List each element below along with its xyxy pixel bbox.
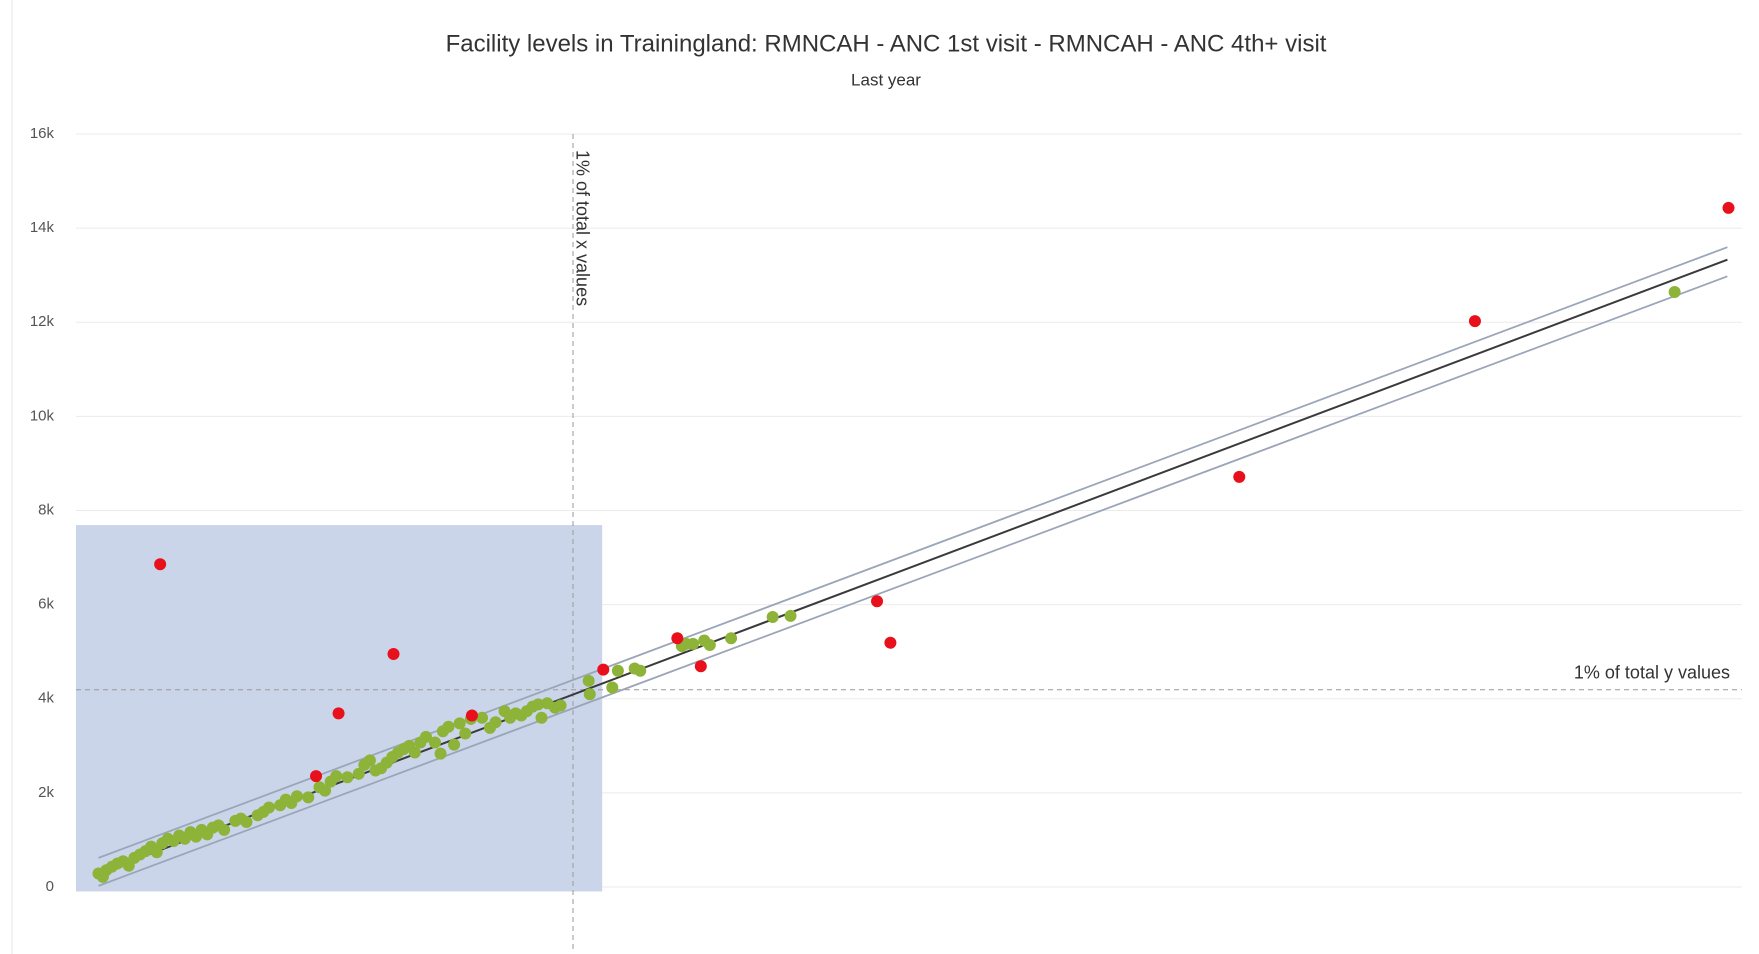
y-tick-label: 6k (38, 596, 54, 613)
data-point (597, 663, 610, 676)
data-point (535, 711, 548, 724)
data-point (606, 681, 619, 694)
points-layer (92, 201, 1735, 883)
data-point (240, 816, 253, 829)
data-point (262, 801, 275, 814)
data-point (448, 738, 461, 751)
data-point (687, 637, 700, 650)
data-point (459, 727, 472, 740)
data-point (694, 660, 707, 673)
data-point (766, 610, 779, 623)
data-point (1668, 285, 1681, 298)
reference-label: 1% of total x values (572, 150, 592, 306)
data-point (784, 609, 797, 622)
data-point (352, 767, 365, 780)
y-tick-label: 12k (30, 313, 55, 330)
y-tick-label: 8k (38, 501, 54, 518)
y-tick-label: 4k (38, 690, 54, 707)
data-point (341, 771, 354, 784)
data-point (703, 638, 716, 651)
data-point (489, 716, 502, 729)
y-tick-label: 10k (30, 407, 55, 424)
data-point (154, 558, 167, 571)
reference-label: 1% of total y values (1574, 663, 1730, 683)
data-point (532, 698, 545, 711)
data-point (453, 717, 466, 730)
chart-title: Facility levels in Trainingland: RMNCAH … (446, 30, 1327, 57)
data-point (150, 846, 163, 859)
data-point (310, 770, 323, 783)
data-point (583, 688, 596, 701)
data-point (1722, 201, 1735, 214)
trend-line (98, 275, 1728, 887)
data-point (428, 736, 441, 749)
data-point (319, 784, 332, 797)
data-point (884, 636, 897, 649)
data-point (332, 707, 345, 720)
data-point (611, 664, 624, 677)
data-point (290, 790, 303, 803)
data-point (302, 791, 315, 804)
data-point (218, 823, 231, 836)
data-point (634, 664, 647, 677)
data-point (408, 746, 421, 759)
data-point (465, 709, 478, 722)
y-tick-label: 2k (38, 784, 54, 801)
data-point (725, 632, 738, 645)
data-point (442, 720, 455, 733)
data-point (363, 754, 376, 767)
data-point (554, 699, 567, 712)
data-point (1233, 470, 1246, 483)
y-tick-label: 0 (46, 878, 54, 895)
data-point (582, 674, 595, 687)
data-point (671, 632, 684, 645)
data-point (387, 647, 400, 660)
data-point (434, 747, 447, 760)
chart-subtitle: Last year (851, 70, 921, 89)
data-point (476, 711, 489, 724)
data-point (419, 730, 432, 743)
data-point (871, 595, 884, 608)
reference-layer: 1% of total x values 1% of total y values (76, 134, 1742, 950)
data-point (330, 770, 343, 783)
y-tick-label: 14k (30, 219, 55, 236)
data-point (1468, 315, 1481, 328)
y-tick-label: 16k (30, 125, 55, 142)
